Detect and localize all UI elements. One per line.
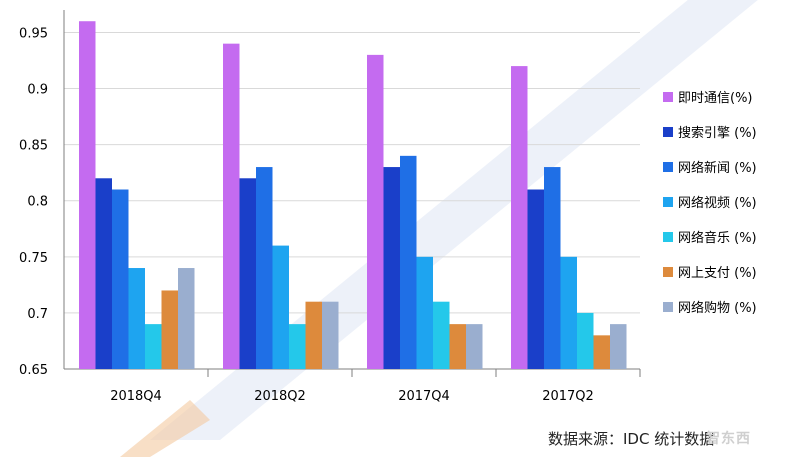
- legend-label: 网络新闻 (%): [678, 160, 757, 176]
- bar: [289, 324, 306, 369]
- bar: [95, 178, 112, 369]
- y-tick-label: 0.9: [27, 83, 48, 98]
- legend-label: 网络购物 (%): [678, 300, 757, 316]
- y-axis-ticks: 0.65 0.7 0.75 0.8 0.85 0.9 0.95: [19, 26, 48, 378]
- bar: [145, 324, 162, 369]
- bar: [433, 301, 450, 369]
- legend-label: 搜索引擎 (%): [678, 126, 757, 141]
- legend-swatch: [663, 197, 673, 207]
- bar: [305, 301, 322, 369]
- y-tick-label: 0.95: [19, 26, 48, 41]
- bar: [322, 301, 339, 369]
- legend-swatch: [663, 267, 673, 277]
- bar: [511, 66, 528, 369]
- legend-label: 即时通信(%): [678, 91, 753, 106]
- bar: [79, 21, 96, 369]
- watermark-logo: 智东西: [706, 431, 751, 447]
- legend-label: 网络音乐 (%): [678, 230, 757, 246]
- bar: [466, 324, 483, 369]
- legend-swatch: [663, 232, 673, 242]
- bar: [178, 268, 195, 369]
- bars: [79, 21, 627, 369]
- x-tick-label: 2017Q2: [542, 389, 594, 404]
- x-tick-label: 2017Q4: [398, 389, 450, 404]
- legend-swatch: [663, 127, 673, 137]
- bar: [544, 167, 561, 369]
- bar: [610, 324, 627, 369]
- bar: [128, 268, 145, 369]
- bar: [239, 178, 256, 369]
- bar: [161, 290, 178, 369]
- legend: 即时通信(%) 搜索引擎 (%) 网络新闻 (%) 网络视频 (%) 网络音乐 (%) 网…: [663, 91, 757, 316]
- x-tick-label: 2018Q2: [254, 389, 306, 404]
- bar: [112, 189, 129, 369]
- bar: [577, 312, 594, 369]
- y-tick-label: 0.85: [19, 139, 48, 154]
- bar: [593, 335, 610, 369]
- watermark-band-accent: [120, 400, 210, 457]
- bar: [272, 245, 289, 369]
- bar: [367, 54, 384, 369]
- bar: [416, 256, 433, 369]
- bar: [527, 189, 544, 369]
- bar: [383, 167, 400, 369]
- legend-swatch: [663, 92, 673, 102]
- bar: [223, 43, 240, 369]
- y-tick-label: 0.7: [27, 307, 48, 322]
- bar: [449, 324, 466, 369]
- legend-swatch: [663, 302, 673, 312]
- y-tick-label: 0.65: [19, 363, 48, 378]
- x-axis: 2018Q4 2018Q2 2017Q4 2017Q2: [110, 369, 641, 404]
- legend-label: 网络视频 (%): [678, 195, 757, 211]
- x-tick-label: 2018Q4: [110, 389, 162, 404]
- data-source-note: 数据来源：IDC 统计数据: [548, 430, 715, 448]
- bar: [560, 256, 577, 369]
- legend-swatch: [663, 162, 673, 172]
- legend-label: 网上支付 (%): [678, 266, 757, 281]
- y-tick-label: 0.8: [27, 195, 48, 210]
- bar: [400, 155, 417, 369]
- bar: [256, 167, 273, 369]
- y-tick-label: 0.75: [19, 251, 48, 266]
